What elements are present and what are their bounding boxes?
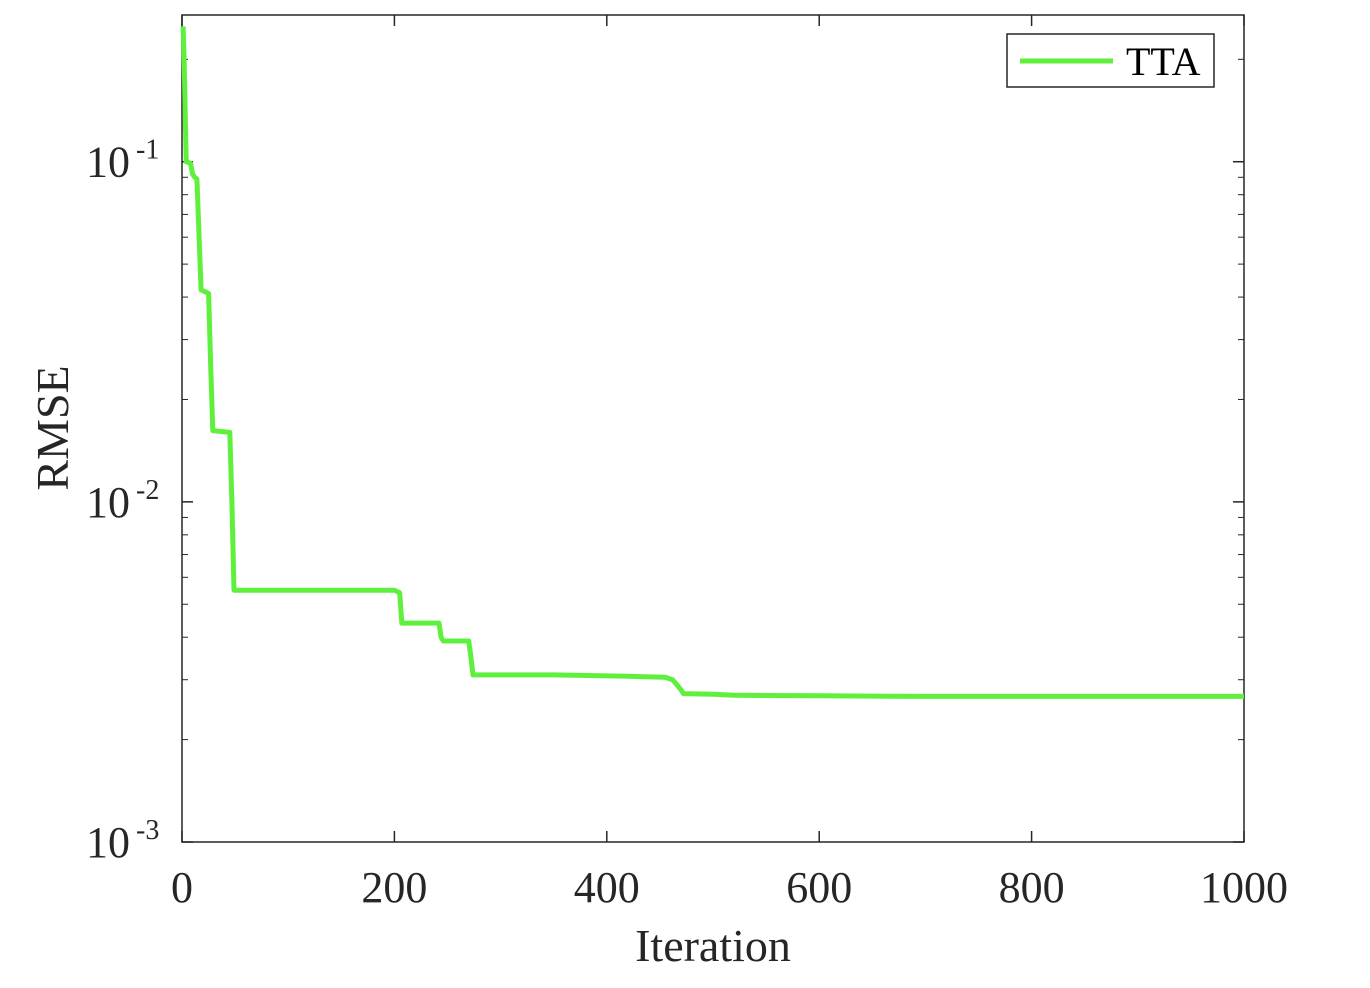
legend-label-tta: TTA [1126, 39, 1201, 84]
x-tick-label: 800 [999, 863, 1065, 912]
legend: TTA [1006, 33, 1215, 88]
x-tick-label: 400 [574, 863, 640, 912]
y-tick-label: 10 -2 [86, 475, 159, 527]
plot-area [181, 14, 1245, 843]
series-line-tta [180, 26, 1244, 699]
x-axis-label: Iteration [635, 920, 791, 971]
x-tick-label: 1000 [1200, 863, 1288, 912]
x-tick-label: 600 [786, 863, 852, 912]
axis-tick-labels: 0 200 400 600 800 1000 10-3 10-2 10-1 [86, 135, 1288, 912]
y-tick-label: 10 -1 [86, 135, 159, 187]
x-tick-label: 200 [361, 863, 427, 912]
x-tick-label: 0 [171, 863, 193, 912]
y-axis-label: RMSE [27, 365, 78, 490]
series-layer [180, 26, 1244, 699]
y-tick-label: 10 -3 [86, 815, 159, 867]
axis-ticks [181, 15, 1245, 843]
